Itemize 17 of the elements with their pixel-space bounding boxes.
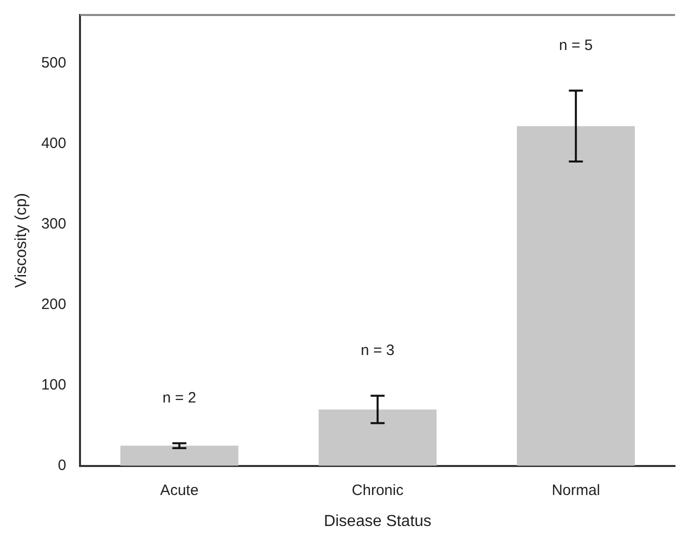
- y-tick-label: 300: [41, 215, 66, 232]
- bar: [120, 446, 238, 466]
- x-tick-label: Normal: [552, 482, 600, 499]
- annotation: n = 3: [360, 342, 395, 359]
- x-axis-title: Disease Status: [324, 512, 432, 530]
- x-tick-label: Acute: [160, 482, 199, 499]
- bar: [318, 409, 437, 466]
- y-tick-label: 100: [41, 376, 66, 394]
- bar: [516, 126, 635, 466]
- y-axis-title: Viscosity (cp): [13, 192, 30, 288]
- x-tick-label: Chronic: [352, 482, 404, 499]
- annotation: n = 5: [558, 36, 593, 54]
- y-tick-label: 400: [41, 134, 66, 152]
- annotation: n = 2: [162, 389, 196, 406]
- y-tick-label: 200: [41, 296, 66, 313]
- y-tick-label: 0: [58, 456, 66, 474]
- y-tick-label: 500: [41, 54, 66, 72]
